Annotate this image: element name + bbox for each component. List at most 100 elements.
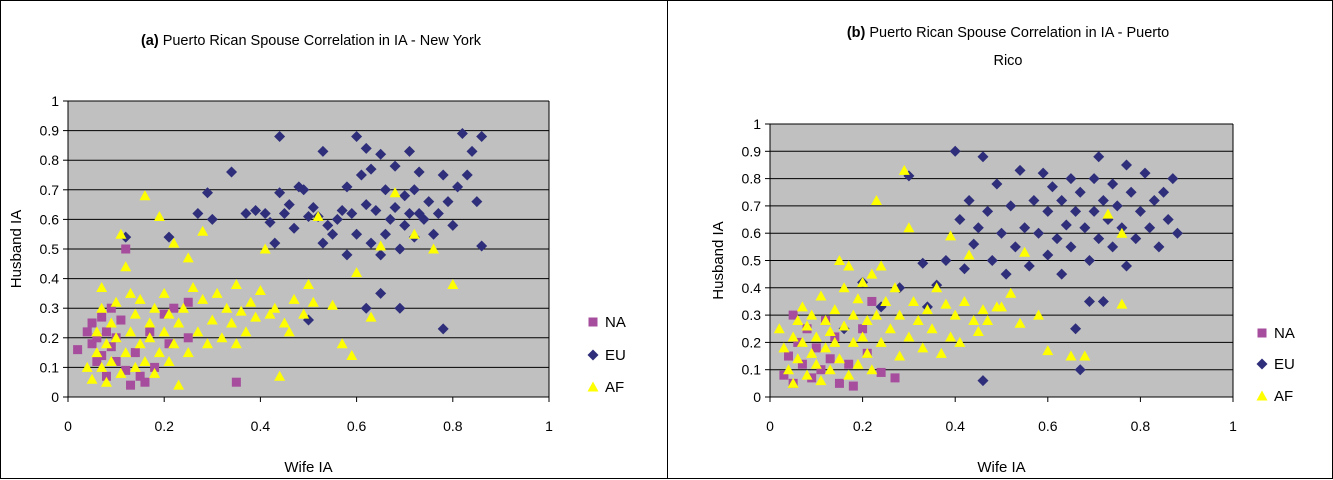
data-point-eu <box>1056 268 1068 280</box>
data-point-af <box>274 370 286 381</box>
data-point-af <box>173 379 185 390</box>
data-point-af <box>96 281 108 292</box>
data-point-na <box>797 359 807 369</box>
data-point-af <box>144 332 156 343</box>
data-point-eu <box>1125 186 1137 198</box>
data-point-eu <box>1139 167 1151 179</box>
data-point-eu <box>322 219 334 231</box>
data-point-na <box>87 339 97 349</box>
data-point-af <box>336 338 348 349</box>
data-point-eu <box>317 237 329 249</box>
data-point-af <box>365 311 377 322</box>
data-point-af <box>884 323 896 334</box>
chart-title-b: (b) Puerto Rican Spouse Correlation in I… <box>847 25 1169 69</box>
data-point-af <box>86 373 98 384</box>
data-point-na <box>793 337 803 347</box>
data-point-af <box>1014 317 1026 328</box>
data-point-af <box>783 364 795 375</box>
data-point-eu <box>1093 233 1105 245</box>
data-point-eu <box>375 249 387 261</box>
data-point-af <box>100 376 112 387</box>
data-point-af <box>158 326 170 337</box>
data-point-na <box>101 327 111 337</box>
data-point-af <box>110 332 122 343</box>
data-point-af <box>129 308 141 319</box>
x-tick-label: 0 <box>766 418 774 434</box>
legend-marker-af <box>1256 390 1268 401</box>
data-point-na <box>807 373 817 383</box>
data-point-af <box>120 261 132 272</box>
data-point-af <box>861 347 873 358</box>
data-point-af <box>298 308 310 319</box>
data-point-eu <box>341 181 353 193</box>
data-point-eu <box>379 228 391 240</box>
data-point-eu <box>360 302 372 314</box>
data-point-na <box>73 345 83 355</box>
data-point-eu <box>336 205 348 217</box>
data-point-eu <box>399 190 411 202</box>
data-point-eu <box>996 227 1007 239</box>
data-point-af <box>389 187 401 198</box>
legend-marker-na <box>588 317 598 327</box>
data-point-na <box>140 377 150 387</box>
data-point-eu <box>442 196 454 208</box>
data-point-eu <box>1097 295 1109 307</box>
data-point-af <box>810 358 822 369</box>
data-point-eu <box>250 205 262 217</box>
data-point-af <box>894 350 906 361</box>
data-point-na <box>121 365 131 375</box>
data-point-eu <box>1083 255 1095 266</box>
y-tick-label: 0.4 <box>40 271 60 287</box>
data-point-na <box>121 244 131 254</box>
data-point-eu <box>327 228 339 240</box>
data-point-af <box>894 309 906 320</box>
y-tick-label: 0.7 <box>40 182 60 198</box>
data-point-eu <box>1005 200 1017 212</box>
data-point-af <box>806 347 818 358</box>
data-point-eu <box>346 207 358 219</box>
data-point-af <box>1005 287 1017 298</box>
data-point-af <box>105 355 117 366</box>
data-point-eu <box>360 199 372 211</box>
data-point-eu <box>1107 241 1119 253</box>
data-point-af <box>182 252 194 263</box>
data-point-eu <box>375 148 387 160</box>
y-tick-label: 1 <box>753 116 761 132</box>
x-tick-label: 0.6 <box>347 418 367 434</box>
data-point-af <box>307 296 319 307</box>
y-tick-label: 0 <box>753 389 761 405</box>
data-point-af <box>880 295 892 306</box>
data-point-af <box>996 301 1007 312</box>
x-tick-label: 0.2 <box>853 418 873 434</box>
legend-marker-af <box>587 381 599 392</box>
data-point-eu <box>307 202 319 214</box>
data-point-af <box>254 284 266 295</box>
data-point-eu <box>1051 233 1063 245</box>
data-point-na <box>784 351 794 361</box>
x-tick-label: 0.2 <box>154 418 174 434</box>
data-point-af <box>796 301 808 312</box>
y-tick-label: 1 <box>51 93 59 109</box>
data-point-af <box>327 299 339 310</box>
data-point-af <box>134 293 146 304</box>
data-point-af <box>197 225 209 236</box>
data-point-af <box>91 347 103 358</box>
data-point-eu <box>192 207 204 219</box>
legend-label-eu: EU <box>1274 356 1295 373</box>
x-tick-label: 1 <box>1229 418 1237 434</box>
data-point-af <box>153 210 165 221</box>
data-point-eu <box>940 255 952 266</box>
data-point-eu <box>389 202 401 214</box>
x-tick-label: 0.8 <box>443 418 463 434</box>
data-point-af <box>144 317 156 328</box>
data-point-af <box>833 255 845 265</box>
data-point-af <box>838 282 850 293</box>
data-point-eu <box>963 194 975 206</box>
data-point-af <box>129 361 141 372</box>
data-point-eu <box>163 231 175 243</box>
data-point-af <box>115 228 127 239</box>
data-point-af <box>912 315 924 326</box>
data-point-af <box>824 325 836 336</box>
data-point-af <box>216 332 228 343</box>
data-point-eu <box>240 207 252 219</box>
